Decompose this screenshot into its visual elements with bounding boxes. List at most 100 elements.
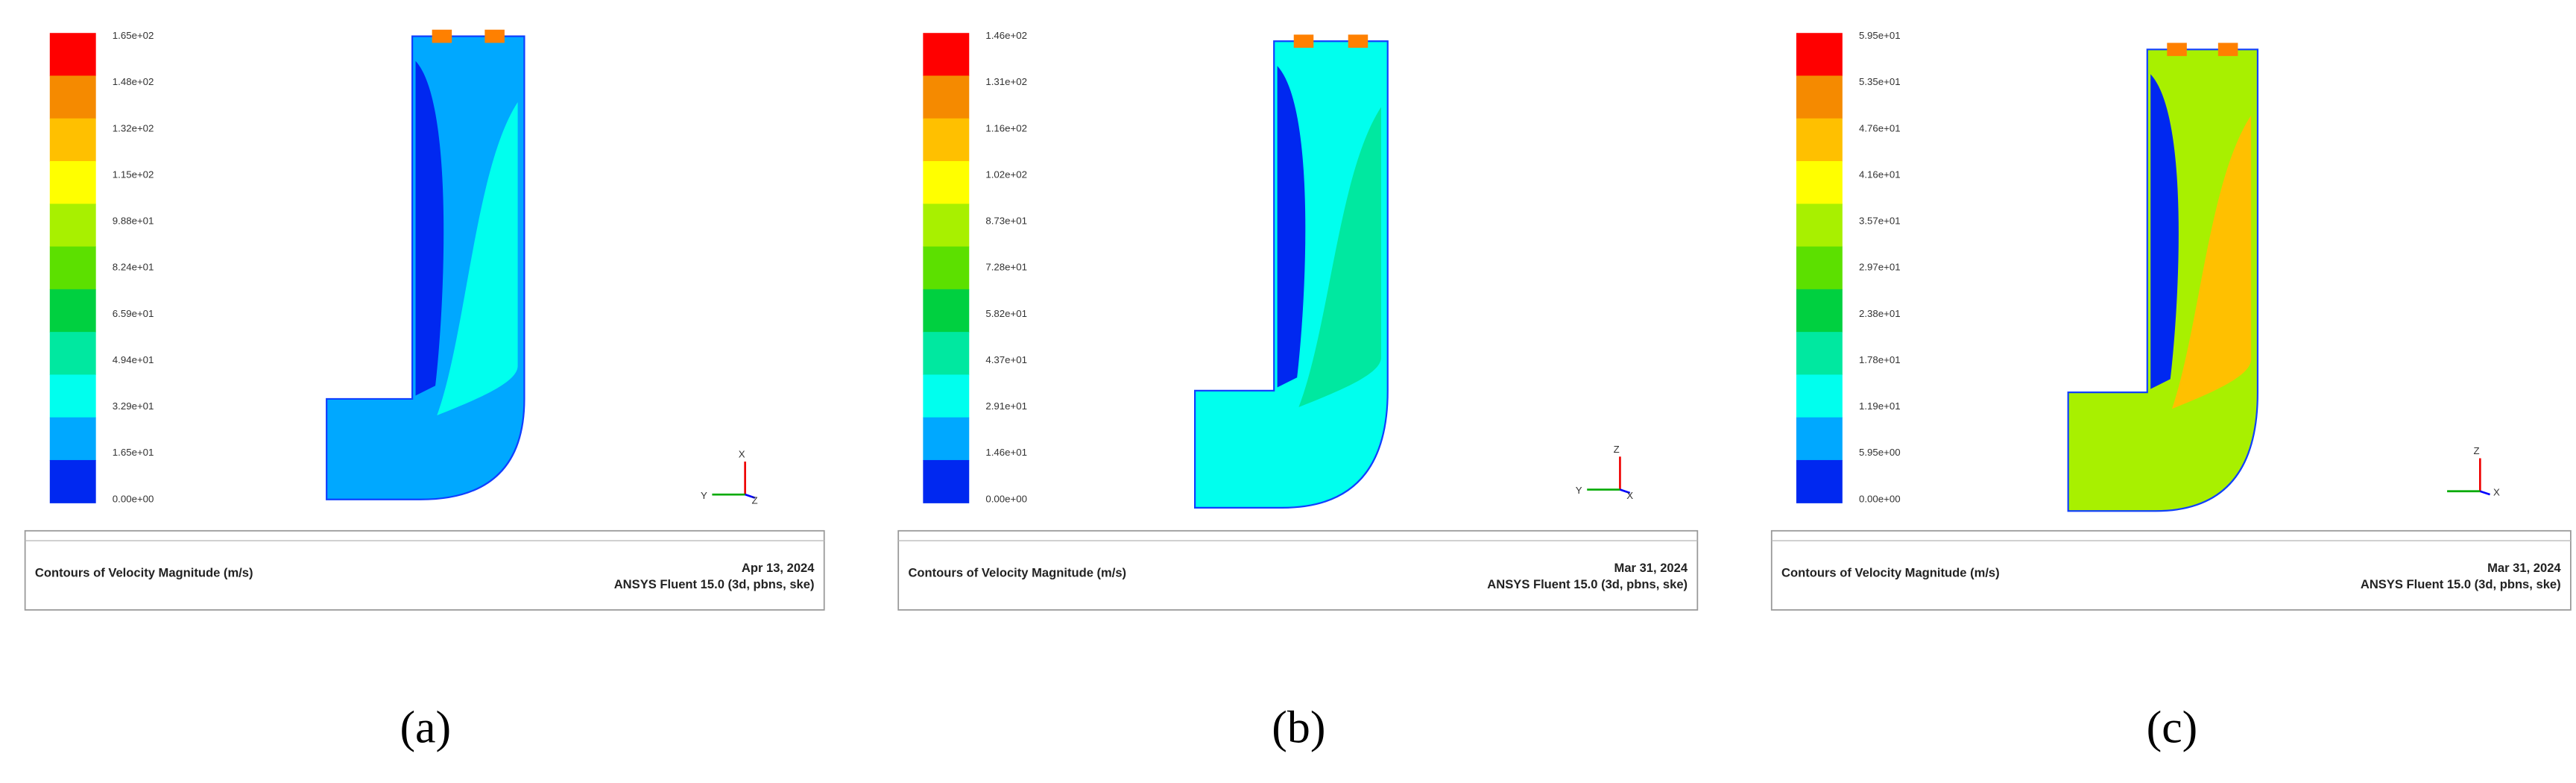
colorbar-label: 1.46e+02 bbox=[985, 30, 1027, 41]
axis-arrow bbox=[745, 493, 756, 499]
colorbar-label: 1.78e+01 bbox=[1859, 354, 1901, 365]
colorbar-band bbox=[49, 246, 96, 290]
info-box bbox=[897, 529, 1699, 611]
info-date: Apr 13, 2024 bbox=[742, 561, 815, 575]
info-date: Mar 31, 2024 bbox=[1614, 561, 1688, 575]
colorbar-band bbox=[49, 118, 96, 162]
colorbar-label: 4.94e+01 bbox=[113, 354, 154, 365]
colorbar-band bbox=[49, 204, 96, 248]
panel-caption: (b) bbox=[1272, 702, 1325, 753]
inlet bbox=[2167, 43, 2187, 57]
colorbar-label: 1.65e+02 bbox=[113, 30, 154, 41]
inlet bbox=[432, 29, 452, 43]
panel: 5.95e+01 5.35e+01 4.76e+01 4.16e+01 3.57e+01… bbox=[1770, 30, 2572, 753]
axis-label: Y bbox=[701, 490, 707, 501]
panel-caption: (c) bbox=[2147, 702, 2198, 753]
inlet bbox=[484, 29, 505, 43]
colorbar-label: 1.31e+02 bbox=[985, 76, 1027, 87]
axis-label: Z bbox=[1614, 444, 1620, 455]
colorbar-band bbox=[1796, 459, 1843, 503]
colorbar-label: 1.46e+01 bbox=[985, 447, 1027, 458]
colorbar-label: 0.00e+00 bbox=[985, 493, 1027, 504]
colorbar-label: 7.28e+01 bbox=[985, 262, 1027, 273]
colorbar-band bbox=[923, 161, 970, 204]
colorbar-band bbox=[923, 289, 970, 333]
colorbar-label: 5.35e+01 bbox=[1859, 76, 1901, 87]
axis-arrow bbox=[1620, 488, 1631, 494]
axis-arrow bbox=[2479, 490, 2490, 496]
inlet bbox=[1348, 34, 1368, 48]
axis-label: Y bbox=[1576, 485, 1582, 496]
colorbar-label: 1.19e+01 bbox=[1859, 400, 1901, 412]
info-software: ANSYS Fluent 15.0 (3d, pbns, ske) bbox=[2361, 577, 2561, 591]
colorbar-label: 5.95e+00 bbox=[1859, 447, 1901, 458]
info-title: Contours of Velocity Magnitude (m/s) bbox=[1781, 566, 2000, 580]
colorbar-band bbox=[49, 75, 96, 119]
colorbar-label: 3.29e+01 bbox=[113, 400, 154, 412]
panel: 1.65e+02 1.48e+02 1.32e+02 1.15e+02 9.88e+01… bbox=[24, 29, 825, 753]
high-velocity-zone bbox=[1298, 107, 1381, 407]
colorbar-band bbox=[923, 459, 970, 503]
colorbar-label: 0.00e+00 bbox=[1859, 493, 1901, 504]
info-box bbox=[24, 529, 825, 611]
colorbar-label: 5.95e+01 bbox=[1859, 30, 1901, 41]
colorbar-label: 2.38e+01 bbox=[1859, 308, 1901, 319]
colorbar-label: 1.48e+02 bbox=[113, 76, 154, 87]
colorbar-label: 1.15e+02 bbox=[113, 169, 154, 180]
colorbar-band bbox=[1796, 374, 1843, 418]
info-title: Contours of Velocity Magnitude (m/s) bbox=[908, 566, 1126, 580]
colorbar-label: 5.82e+01 bbox=[985, 308, 1027, 319]
colorbar-band bbox=[923, 75, 970, 119]
colorbar-label: 3.57e+01 bbox=[1859, 216, 1901, 227]
colorbar-label: 2.91e+01 bbox=[985, 400, 1027, 412]
colorbar-band bbox=[1796, 332, 1843, 376]
colorbar-band bbox=[923, 417, 970, 461]
colorbar-band bbox=[923, 118, 970, 162]
colorbar-band bbox=[49, 289, 96, 333]
colorbar-label: 1.16e+02 bbox=[985, 122, 1027, 133]
colorbar-band bbox=[49, 161, 96, 204]
axis-label: Z bbox=[751, 495, 757, 506]
colorbar-label: 1.32e+02 bbox=[113, 122, 154, 133]
axis-label: X bbox=[1626, 490, 1633, 501]
info-title: Contours of Velocity Magnitude (m/s) bbox=[35, 566, 253, 580]
colorbar-band bbox=[49, 374, 96, 418]
low-velocity-zone bbox=[1277, 66, 1306, 388]
colorbar-band bbox=[49, 332, 96, 376]
colorbar-band bbox=[1796, 417, 1843, 461]
colorbar-label: 6.59e+01 bbox=[113, 308, 154, 319]
low-velocity-zone bbox=[415, 60, 444, 396]
panel-caption: (a) bbox=[400, 702, 451, 753]
high-velocity-zone bbox=[437, 102, 518, 416]
info-software: ANSYS Fluent 15.0 (3d, pbns, ske) bbox=[1487, 577, 1688, 591]
colorbar-label: 4.37e+01 bbox=[985, 354, 1027, 365]
colorbar-band bbox=[1796, 204, 1843, 248]
low-velocity-zone bbox=[2150, 74, 2179, 389]
colorbar-band bbox=[923, 332, 970, 376]
colorbar-band bbox=[1796, 33, 1843, 77]
colorbar-band bbox=[923, 246, 970, 290]
colorbar-label: 8.24e+01 bbox=[113, 262, 154, 273]
colorbar-label: 0.00e+00 bbox=[113, 493, 154, 504]
colorbar-band bbox=[1796, 161, 1843, 204]
colorbar-label: 1.02e+02 bbox=[985, 169, 1027, 180]
axis-label: X bbox=[2493, 486, 2500, 497]
inlet bbox=[2217, 43, 2238, 57]
info-date: Mar 31, 2024 bbox=[2487, 561, 2561, 575]
colorbar-label: 9.88e+01 bbox=[113, 216, 154, 227]
colorbar-label: 4.16e+01 bbox=[1859, 169, 1901, 180]
axis-label: X bbox=[739, 449, 745, 460]
colorbar-band bbox=[1796, 118, 1843, 162]
colorbar-band bbox=[923, 374, 970, 418]
colorbar-band bbox=[49, 33, 96, 77]
colorbar-band bbox=[923, 33, 970, 77]
colorbar-label: 1.65e+01 bbox=[113, 447, 154, 458]
colorbar-label: 8.73e+01 bbox=[985, 216, 1027, 227]
colorbar-band bbox=[49, 459, 96, 503]
colorbar-band bbox=[1796, 289, 1843, 333]
colorbar-label: 4.76e+01 bbox=[1859, 122, 1901, 133]
panel: 1.46e+02 1.31e+02 1.16e+02 1.02e+02 8.73e+01… bbox=[897, 30, 1699, 753]
high-velocity-zone bbox=[2171, 115, 2252, 409]
